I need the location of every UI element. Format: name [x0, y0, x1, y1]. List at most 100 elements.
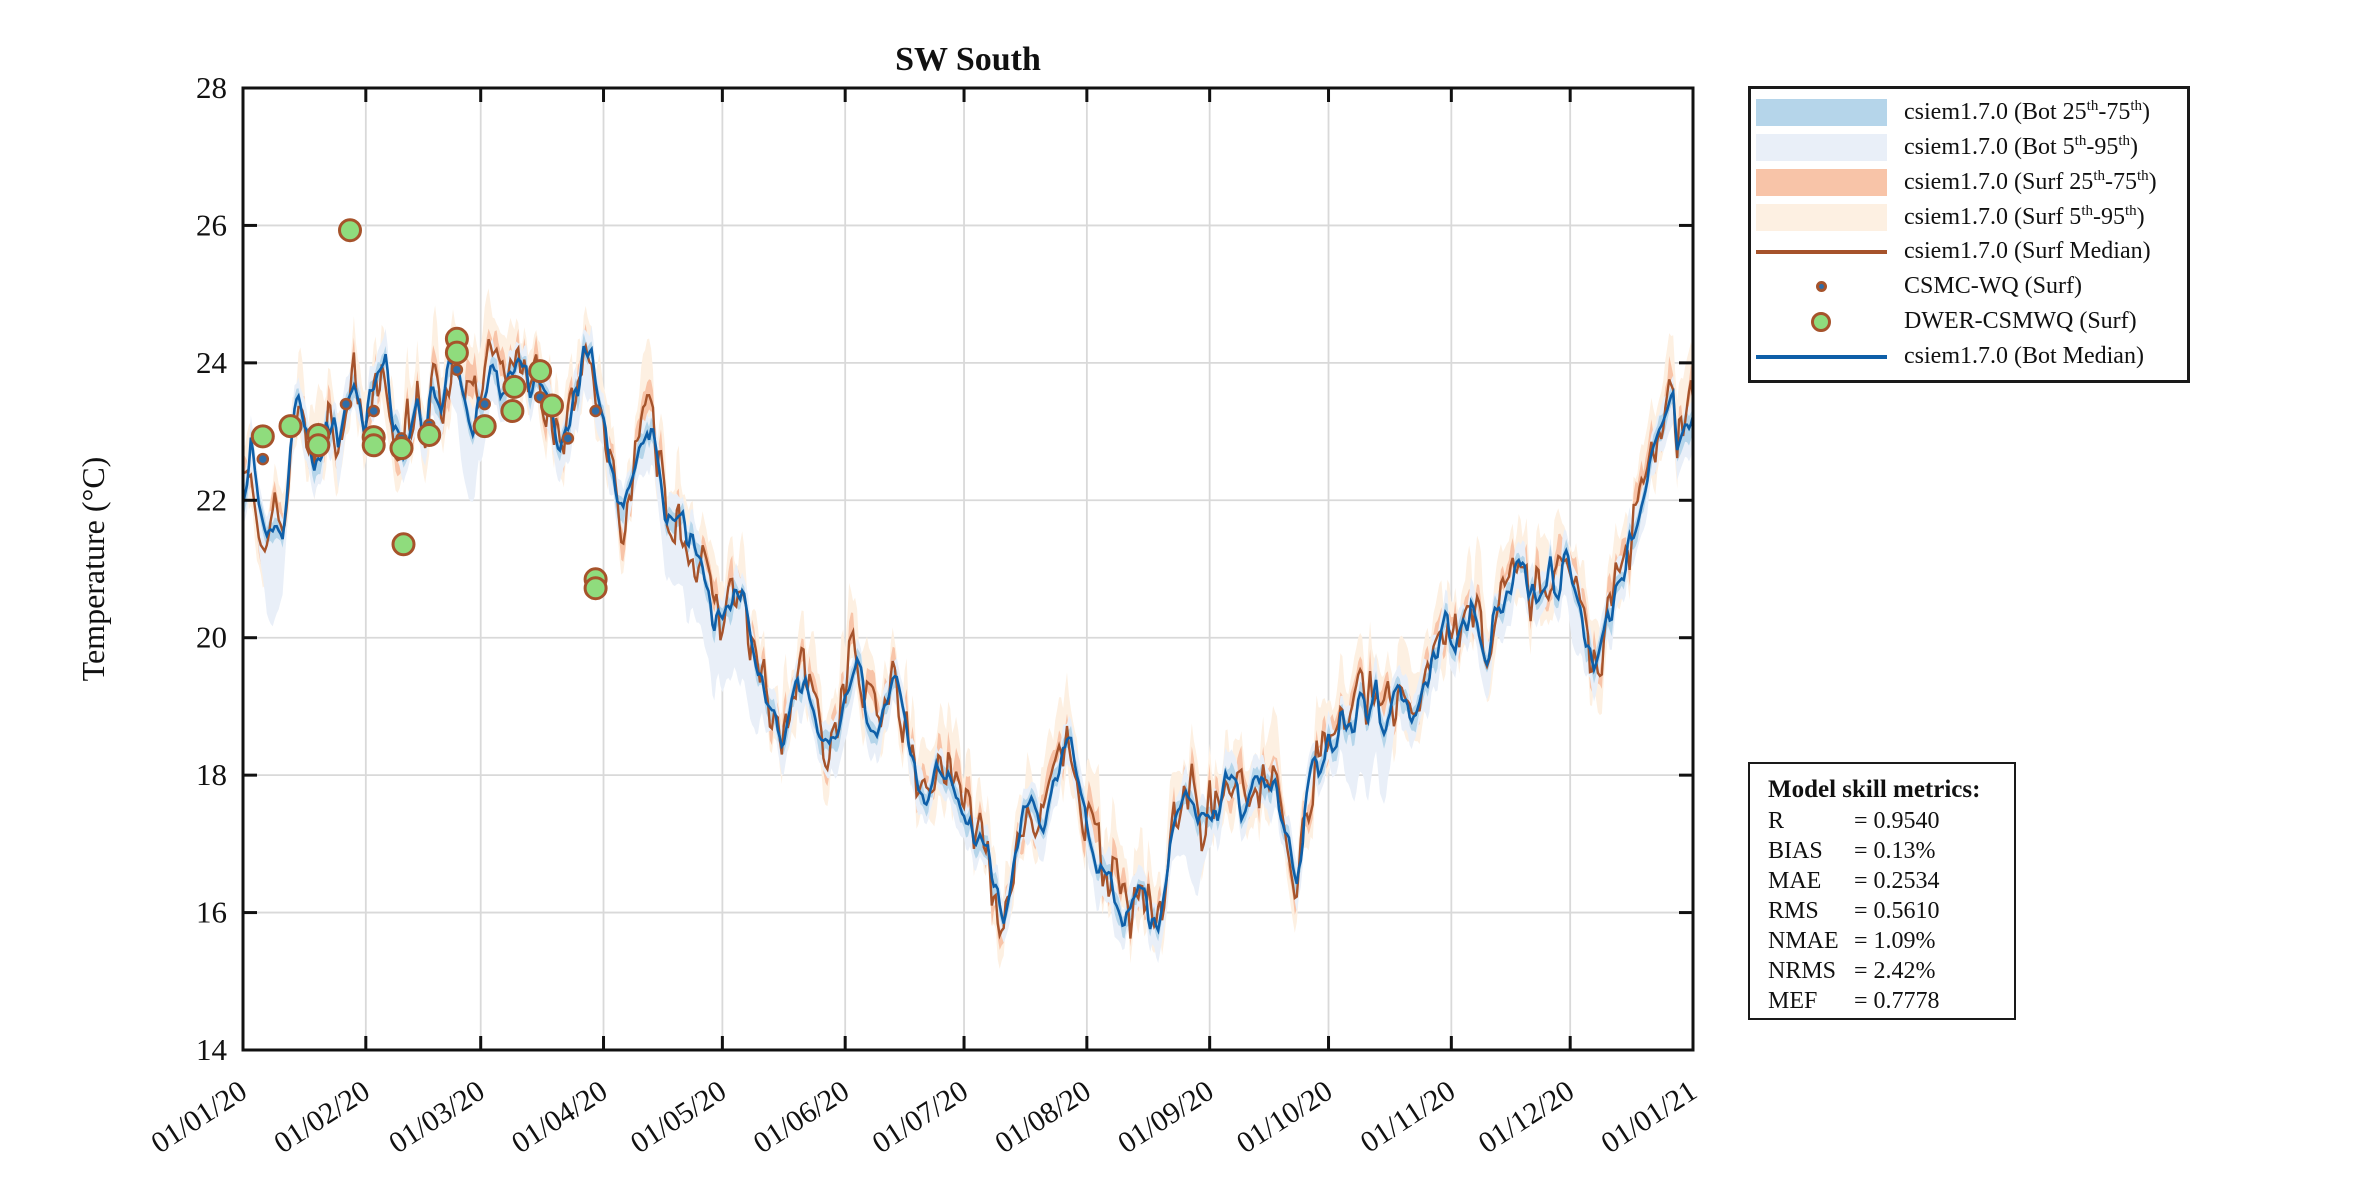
x-tick-label: 01/10/20: [1231, 1074, 1338, 1160]
metric-name: RMS: [1768, 898, 1819, 924]
x-tick-label: 01/02/20: [268, 1074, 375, 1160]
bot-25-75-band: [243, 333, 1693, 942]
metric-name: NRMS: [1768, 958, 1837, 984]
csmc-wq-point: [256, 452, 270, 466]
csmc-wq-point: [367, 404, 380, 418]
csmc-wq-point: [450, 363, 464, 376]
legend-line-swatch: [1751, 354, 1891, 359]
dwer-csmwq-point: [391, 532, 416, 557]
legend-band-swatch: [1751, 133, 1891, 161]
legend-entry-label: csiem1.7.0 (Surf Median): [1904, 238, 2151, 265]
y-tick-label: 26: [196, 207, 227, 242]
metric-value: = 1.09%: [1854, 928, 1936, 954]
csmc-wq-point: [589, 404, 602, 418]
dwer-csmwq-point: [500, 399, 525, 423]
x-tick-label: 01/12/20: [1473, 1074, 1580, 1160]
metrics-box: Model skill metrics: R = 0.9540 BIAS = 0.13…: [1748, 762, 2016, 1020]
x-tick-label: 01/05/20: [625, 1074, 732, 1160]
dwer-csmwq-point: [389, 436, 414, 461]
x-tick-label: 01/06/20: [748, 1074, 855, 1160]
dwer-csmwq-point: [502, 374, 527, 399]
csmc-wq-point: [339, 397, 353, 411]
y-tick-label: 18: [196, 757, 227, 792]
csmc-wq-point: [561, 432, 575, 445]
metric-row-nmae: NMAE = 1.09%: [1768, 926, 2006, 956]
metric-value: = 0.7778: [1854, 988, 1940, 1014]
metric-name: MEF: [1768, 988, 1818, 1014]
y-axis-label: Temperature (°C): [75, 457, 111, 682]
x-tick-label: 01/01/20: [145, 1074, 252, 1160]
legend-entry-label: csiem1.7.0 (Bot Median): [1904, 343, 2144, 370]
y-tick-label: 14: [196, 1032, 228, 1067]
legend-entry-label: csiem1.7.0 (Bot 5th-95th): [1904, 133, 2138, 161]
x-tick-label: 01/03/20: [383, 1074, 490, 1160]
metric-row-nrms: NRMS = 2.42%: [1768, 956, 2006, 986]
legend-line-swatch: [1751, 249, 1891, 254]
legend-band-swatch: [1751, 98, 1891, 126]
y-tick-label: 20: [196, 620, 227, 655]
x-tick-label: 01/04/20: [506, 1074, 613, 1160]
x-tick-label: 01/07/20: [866, 1074, 973, 1160]
dwer-csmwq-point: [278, 414, 303, 439]
dwer-csmwq-point: [472, 414, 497, 439]
metric-name: MAE: [1768, 868, 1822, 894]
legend-box: csiem1.7.0 (Bot 25th-75th) csiem1.7.0 (Bo…: [1748, 86, 2190, 383]
legend-entry-3: csiem1.7.0 (Surf 25th-75th): [1751, 165, 2187, 199]
legend-entry-label: DWER-CSMWQ (Surf): [1904, 308, 2137, 335]
legend-entry-7: DWER-CSMWQ (Surf): [1751, 305, 2187, 339]
plot-title: SW South: [895, 41, 1041, 78]
legend-marker-swatch: [1751, 281, 1891, 293]
dwer-csmwq-point: [361, 433, 386, 458]
csmc-wq-point: [478, 397, 491, 411]
metric-value: = 0.5610: [1854, 898, 1940, 924]
dwer-csmwq-point: [444, 340, 469, 365]
metric-name: BIAS: [1768, 838, 1823, 864]
metric-value: = 0.13%: [1854, 838, 1936, 864]
metric-name: R: [1768, 808, 1785, 834]
legend-entry-8: csiem1.7.0 (Bot Median): [1751, 340, 2187, 374]
dwer-csmwq-point: [306, 433, 331, 458]
axes: [241, 86, 1695, 1052]
metrics-title: Model skill metrics:: [1768, 776, 1981, 803]
metric-value: = 0.2534: [1854, 868, 1940, 894]
dwer-csmwq-point: [250, 424, 275, 449]
metric-row-mae: MAE = 0.2534: [1768, 866, 2006, 896]
x-tick-label: 01/11/20: [1355, 1074, 1462, 1159]
legend-entry-5: csiem1.7.0 (Surf Median): [1751, 235, 2187, 269]
legend-entry-label: CSMC-WQ (Surf): [1904, 273, 2082, 300]
dwer-csmwq-point: [540, 393, 564, 418]
y-tick-label: 28: [196, 70, 227, 105]
legend-entry-2: csiem1.7.0 (Bot 5th-95th): [1751, 130, 2187, 164]
y-tick-label: 22: [196, 482, 227, 517]
metric-row-r: R = 0.9540: [1768, 806, 2006, 836]
x-tick-label: 01/08/20: [989, 1074, 1096, 1160]
dwer-csmwq-point: [338, 218, 362, 243]
bot-5-95-band: [243, 325, 1693, 964]
y-tick-label: 16: [196, 895, 227, 930]
legend-marker-swatch: [1751, 311, 1891, 332]
legend-band-swatch: [1751, 203, 1891, 231]
series-layer: [243, 288, 1693, 969]
dwer-csmwq-point: [583, 576, 608, 601]
legend-entry-6: CSMC-WQ (Surf): [1751, 270, 2187, 304]
observation-markers: [250, 218, 608, 601]
metric-value: = 0.9540: [1854, 808, 1940, 834]
dwer-csmwq-point: [417, 423, 442, 447]
legend-band-swatch: [1751, 168, 1891, 196]
metric-row-rms: RMS = 0.5610: [1768, 896, 2006, 926]
metric-value: = 2.42%: [1854, 958, 1936, 984]
surf-median-line: [243, 338, 1693, 940]
metric-row-mef: MEF = 0.7778: [1768, 986, 2006, 1016]
legend-entry-label: csiem1.7.0 (Bot 25th-75th): [1904, 98, 2150, 126]
metric-row-bias: BIAS = 0.13%: [1768, 836, 2006, 866]
legend-entry-label: csiem1.7.0 (Surf 5th-95th): [1904, 203, 2145, 231]
x-tick-label: 01/09/20: [1112, 1074, 1219, 1160]
legend-entry-1: csiem1.7.0 (Bot 25th-75th): [1751, 95, 2187, 129]
dwer-csmwq-point: [528, 359, 553, 384]
legend-entry-4: csiem1.7.0 (Surf 5th-95th): [1751, 200, 2187, 234]
y-tick-label: 24: [196, 345, 228, 380]
x-tick-label: 01/01/21: [1595, 1074, 1702, 1160]
metric-name: NMAE: [1768, 928, 1839, 954]
legend-entry-label: csiem1.7.0 (Surf 25th-75th): [1904, 168, 2157, 196]
